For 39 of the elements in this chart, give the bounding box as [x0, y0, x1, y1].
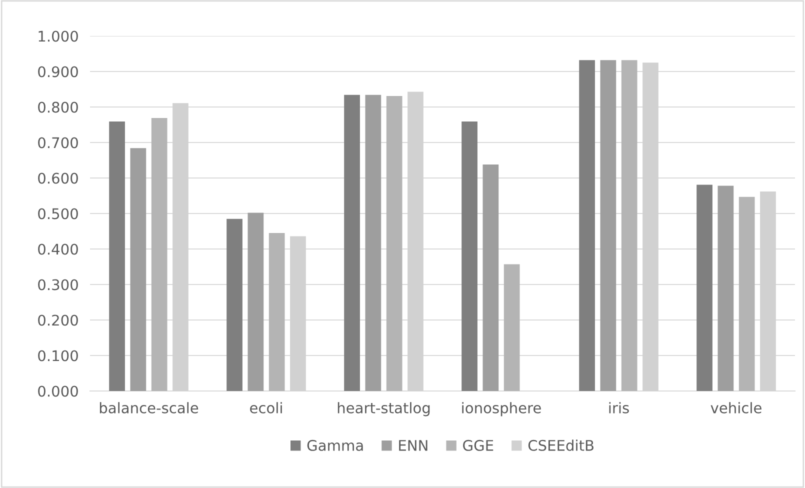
- bar: [268, 233, 285, 391]
- x-tick-label: ecoli: [250, 402, 282, 414]
- y-tick-label: 0.700: [38, 137, 78, 148]
- bar: [130, 148, 146, 391]
- x-tick-label: vehicle: [710, 402, 762, 414]
- legend-label: GGE: [463, 440, 494, 451]
- y-tick-label: 0.600: [38, 172, 78, 184]
- legend-label: Gamma: [307, 440, 363, 451]
- bar: [482, 164, 499, 391]
- bar: [151, 118, 168, 391]
- legend-label: ENN: [399, 440, 428, 451]
- y-tick-label: 0.100: [38, 350, 78, 362]
- bar: [621, 60, 638, 391]
- y-tick-label: 1.000: [38, 30, 78, 42]
- bar: [718, 186, 734, 391]
- bar: [365, 94, 382, 391]
- y-tick-label: 0.300: [38, 279, 78, 290]
- x-tick-label: balance-scale: [100, 402, 198, 414]
- bar: [248, 212, 264, 391]
- bar: [504, 264, 520, 391]
- bar: [696, 184, 712, 391]
- bar: [344, 94, 360, 391]
- y-tick-label: 0.800: [38, 102, 78, 113]
- bar: [386, 96, 402, 391]
- bar: [579, 60, 595, 391]
- legend-label: CSEEditB: [528, 440, 594, 451]
- bar: [462, 122, 478, 391]
- y-tick-label: 0.200: [38, 314, 78, 326]
- x-tick-label: ionosphere: [462, 402, 541, 416]
- y-tick-label: 0.400: [38, 244, 78, 255]
- y-tick-label: 0.500: [38, 208, 78, 220]
- bar: [600, 60, 616, 391]
- y-tick-label: 0.900: [38, 66, 78, 78]
- bar: [738, 196, 755, 391]
- y-tick-label: 0.000: [38, 386, 78, 397]
- x-tick-label: iris: [609, 402, 629, 414]
- bar: [226, 218, 242, 391]
- bar: [109, 122, 125, 391]
- x-tick-label: heart-statlog: [338, 402, 430, 416]
